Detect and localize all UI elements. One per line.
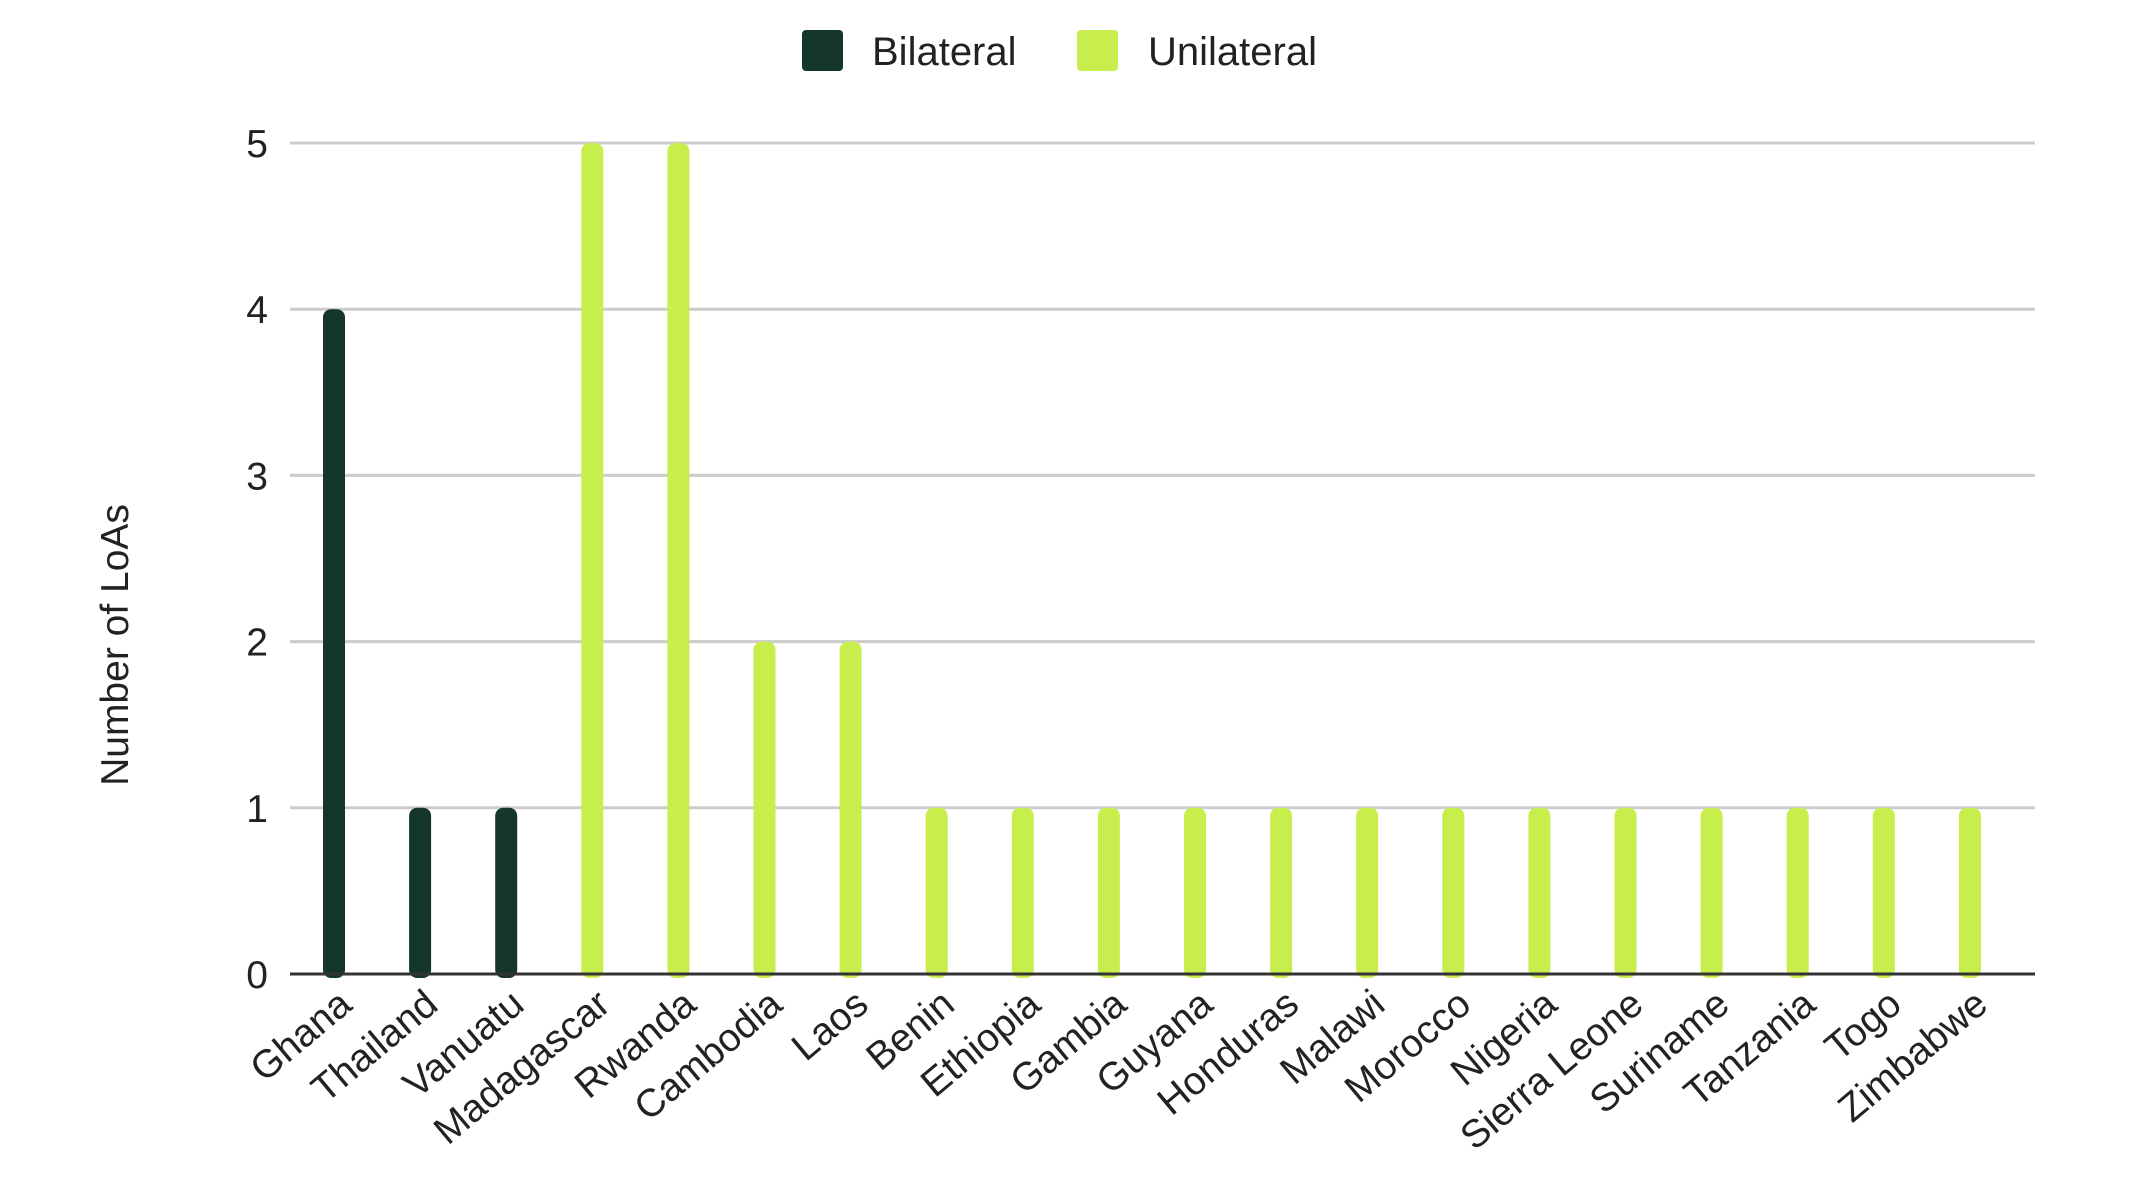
y-tick-label-4: 4 xyxy=(246,289,268,332)
y-axis-ticks: 0 1 2 3 4 5 xyxy=(246,123,268,997)
legend-swatch-bilateral xyxy=(802,30,843,71)
bar-unilateral-malawi xyxy=(1356,807,1379,978)
legend: Bilateral Unilateral xyxy=(802,30,1317,74)
legend-swatch-unilateral xyxy=(1077,30,1118,71)
bar-unilateral-gambia xyxy=(1097,807,1120,978)
bar-unilateral-morocco xyxy=(1442,807,1465,978)
bars xyxy=(290,143,2035,978)
bar-bilateral-thailand xyxy=(409,807,432,978)
bar-unilateral-guyana xyxy=(1184,807,1206,978)
y-axis-title: Number of LoAs xyxy=(94,504,137,786)
bar-bilateral-ghana xyxy=(323,309,345,978)
bar-unilateral-honduras xyxy=(1270,807,1293,978)
y-tick-label-1: 1 xyxy=(246,788,268,831)
bar-unilateral-cambodia xyxy=(753,641,776,978)
bar-unilateral-madagascar xyxy=(581,143,604,978)
bar-unilateral-togo xyxy=(1872,807,1895,978)
x-axis-ticks: GhanaThailandVanuatuMadagascarRwandaCamb… xyxy=(242,982,1995,1159)
bar-unilateral-tanzania xyxy=(1786,807,1809,978)
gridlines xyxy=(290,141,2035,810)
bar-unilateral-sierra-leone xyxy=(1614,807,1637,978)
y-tick-label-3: 3 xyxy=(246,455,268,498)
bar-unilateral-suriname xyxy=(1700,807,1723,978)
x-tick-label-laos: Laos xyxy=(784,982,876,1069)
bar-unilateral-ethiopia xyxy=(1011,807,1034,978)
legend-label-unilateral: Unilateral xyxy=(1148,30,1317,74)
bar-unilateral-rwanda xyxy=(667,143,690,978)
bar-unilateral-zimbabwe xyxy=(1958,807,1981,978)
bar-unilateral-laos xyxy=(839,641,862,978)
legend-label-bilateral: Bilateral xyxy=(872,30,1017,74)
bar-unilateral-benin xyxy=(925,807,948,978)
y-tick-label-0: 0 xyxy=(246,954,268,997)
bar-bilateral-vanuatu xyxy=(495,807,518,978)
y-tick-label-2: 2 xyxy=(246,622,268,665)
bar-unilateral-nigeria xyxy=(1528,807,1551,978)
y-tick-label-5: 5 xyxy=(246,123,268,166)
